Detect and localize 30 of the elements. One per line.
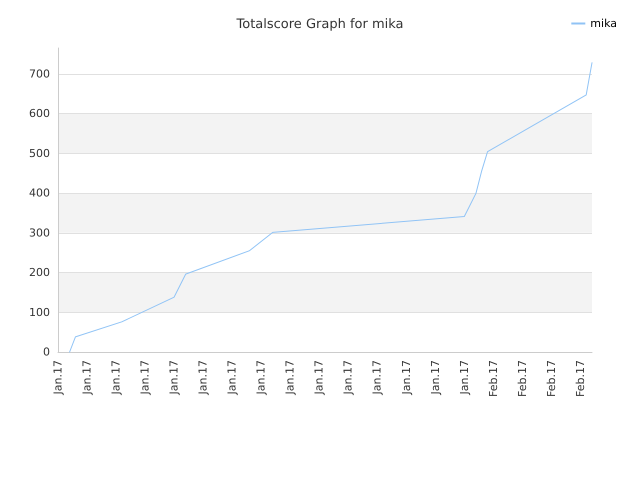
chart-title: Totalscore Graph for mika — [236, 17, 404, 32]
y-tick-label: 500 — [29, 146, 50, 160]
x-tick-label: Jan.17 — [428, 360, 442, 396]
legend-label: mika — [590, 17, 618, 30]
x-tick-label: Jan.17 — [138, 360, 152, 396]
x-tick-label: Jan.17 — [458, 360, 471, 396]
x-tick-label: Jan.17 — [312, 360, 326, 396]
x-tick-label: Jan.17 — [196, 360, 210, 396]
x-tick-label: Jan.17 — [226, 360, 239, 396]
y-tick-label: 400 — [29, 186, 50, 200]
y-tick-label: 200 — [29, 266, 50, 280]
x-tick-label: Jan.17 — [254, 360, 268, 396]
x-tick-label: Feb.17 — [516, 360, 529, 397]
x-tick-label: Feb.17 — [574, 360, 587, 397]
line-series — [69, 62, 592, 352]
y-tick-label: 600 — [29, 107, 50, 120]
x-tick-label: Jan.17 — [342, 360, 355, 396]
y-tick-label: 100 — [29, 306, 50, 319]
x-tick-label: Jan.17 — [80, 360, 94, 396]
x-tick-label: Jan.17 — [370, 360, 384, 396]
x-tick-label: Jan.17 — [284, 360, 297, 396]
y-tick-label: 300 — [29, 226, 50, 240]
x-tick-label: Feb.17 — [544, 360, 558, 397]
x-tick-label: Jan.17 — [168, 360, 181, 396]
y-tick-label: 700 — [29, 67, 50, 80]
x-tick-label: Jan.17 — [110, 360, 123, 396]
x-tick-label: Jan.17 — [400, 360, 413, 396]
x-tick-label: Jan.17 — [52, 360, 64, 396]
x-tick-label: Feb.17 — [486, 360, 500, 397]
y-tick-label: 0 — [43, 346, 50, 358]
